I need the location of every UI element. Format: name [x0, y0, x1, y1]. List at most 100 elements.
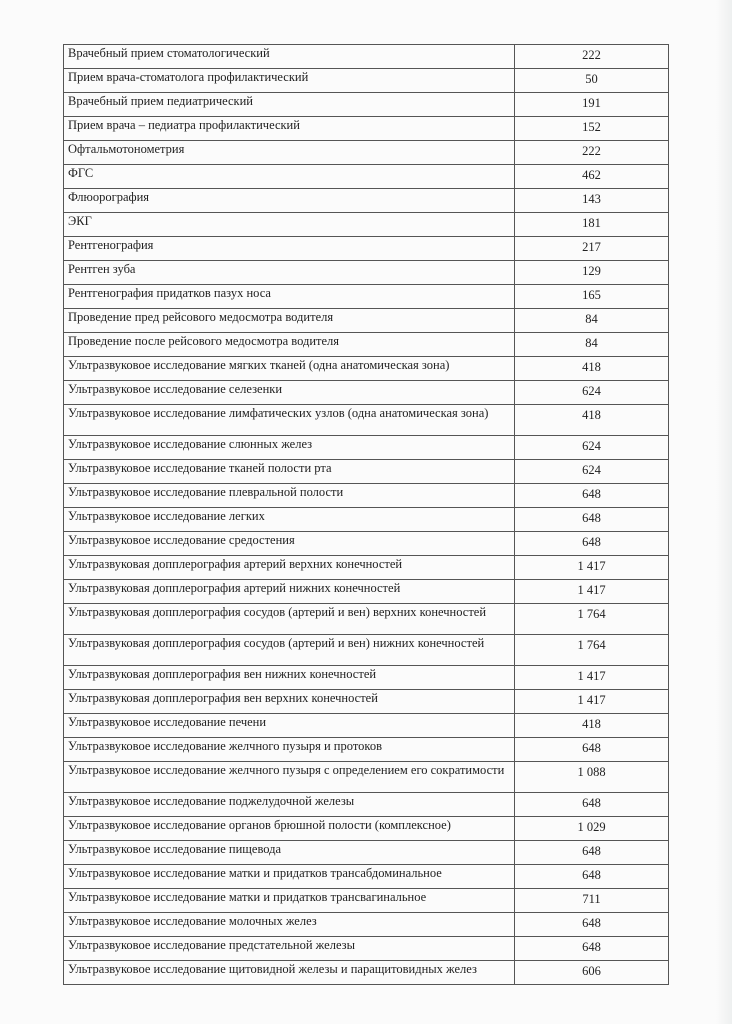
price-cell: 50 [514, 68, 669, 93]
price-cell: 143 [514, 188, 669, 213]
service-name-cell: Ультразвуковая допплерография вен нижних… [63, 665, 515, 690]
table-row: Проведение пред рейсового медосмотра вод… [63, 308, 669, 333]
price-cell: 1 417 [514, 665, 669, 690]
service-name-cell: Ультразвуковое исследование молочных жел… [63, 912, 515, 937]
price-cell: 1 417 [514, 579, 669, 604]
service-name-cell: Ультразвуковая допплерография артерий ни… [63, 579, 515, 604]
scan-edge [716, 0, 732, 1024]
table-row: Ультразвуковое исследование слюнных желе… [63, 435, 669, 460]
price-cell: 129 [514, 260, 669, 285]
table-row: ФГС 462 [63, 164, 669, 189]
price-cell: 648 [514, 531, 669, 556]
table-row: Ультразвуковая допплерография вен нижних… [63, 665, 669, 690]
table-row: Ультразвуковое исследование предстательн… [63, 936, 669, 961]
table-row: Ультразвуковое исследование матки и прид… [63, 864, 669, 889]
price-cell: 84 [514, 332, 669, 357]
table-row: Ультразвуковая допплерография сосудов (а… [63, 603, 669, 635]
price-cell: 84 [514, 308, 669, 333]
service-name-cell: Ультразвуковое исследование пищевода [63, 840, 515, 865]
price-cell: 648 [514, 936, 669, 961]
table-row: Ультразвуковое исследование молочных жел… [63, 912, 669, 937]
price-cell: 165 [514, 284, 669, 309]
table-row: Проведение после рейсового медосмотра во… [63, 332, 669, 357]
price-cell: 1 417 [514, 689, 669, 714]
table-row: Рентген зуба 129 [63, 260, 669, 285]
price-cell: 648 [514, 912, 669, 937]
service-name-cell: ФГС [63, 164, 515, 189]
price-cell: 648 [514, 483, 669, 508]
price-cell: 152 [514, 116, 669, 141]
service-name-cell: Ультразвуковое исследование предстательн… [63, 936, 515, 961]
price-cell: 217 [514, 236, 669, 261]
price-cell: 606 [514, 960, 669, 985]
service-name-cell: Ультразвуковое исследование селезенки [63, 380, 515, 405]
price-cell: 418 [514, 356, 669, 381]
table-row: Ультразвуковое исследование легких 648 [63, 507, 669, 532]
table-row: Ультразвуковое исследование тканей полос… [63, 459, 669, 484]
service-name-cell: Ультразвуковая допплерография вен верхни… [63, 689, 515, 714]
table-row: Флюорография 143 [63, 188, 669, 213]
service-name-cell: Прием врача – педиатра профилактический [63, 116, 515, 141]
table-row: Ультразвуковое исследование органов брюш… [63, 816, 669, 841]
table-row: Ультразвуковое исследование щитовидной ж… [63, 960, 669, 985]
service-name-cell: ЭКГ [63, 212, 515, 237]
price-cell: 462 [514, 164, 669, 189]
service-name-cell: Ультразвуковое исследование матки и прид… [63, 864, 515, 889]
service-name-cell: Офтальмотонометрия [63, 140, 515, 165]
service-name-cell: Ультразвуковая допплерография сосудов (а… [63, 634, 515, 666]
service-name-cell: Рентгенография придатков пазух носа [63, 284, 515, 309]
table-row: Ультразвуковая допплерография вен верхни… [63, 689, 669, 714]
price-cell: 624 [514, 459, 669, 484]
service-name-cell: Ультразвуковое исследование поджелудочно… [63, 792, 515, 817]
service-name-cell: Врачебный прием стоматологический [63, 44, 515, 69]
price-cell: 648 [514, 792, 669, 817]
service-name-cell: Ультразвуковое исследование желчного пуз… [63, 737, 515, 762]
price-cell: 648 [514, 737, 669, 762]
table-row: Ультразвуковое исследование поджелудочно… [63, 792, 669, 817]
price-cell: 1 029 [514, 816, 669, 841]
price-cell: 181 [514, 212, 669, 237]
table-row: Ультразвуковое исследование желчного пуз… [63, 761, 669, 793]
service-name-cell: Врачебный прием педиатрический [63, 92, 515, 117]
price-cell: 648 [514, 864, 669, 889]
price-cell: 222 [514, 44, 669, 69]
service-name-cell: Ультразвуковая допплерография сосудов (а… [63, 603, 515, 635]
table-row: Ультразвуковое исследование матки и прид… [63, 888, 669, 913]
price-cell: 648 [514, 507, 669, 532]
table-row: Ультразвуковая допплерография артерий ни… [63, 579, 669, 604]
table-row: Ультразвуковое исследование селезенки 624 [63, 380, 669, 405]
service-name-cell: Ультразвуковое исследование легких [63, 507, 515, 532]
service-name-cell: Ультразвуковое исследование плевральной … [63, 483, 515, 508]
service-name-cell: Ультразвуковая допплерография артерий ве… [63, 555, 515, 580]
table-row: Ультразвуковое исследование желчного пуз… [63, 737, 669, 762]
table-row: Ультразвуковое исследование мягких ткане… [63, 356, 669, 381]
service-name-cell: Ультразвуковое исследование желчного пуз… [63, 761, 515, 793]
table-row: Ультразвуковая допплерография артерий ве… [63, 555, 669, 580]
price-cell: 1 764 [514, 634, 669, 666]
table-row: Прием врача – педиатра профилактический 1… [63, 116, 669, 141]
table-row: Врачебный прием стоматологический 222 [63, 44, 669, 69]
price-cell: 1 417 [514, 555, 669, 580]
table-row: Врачебный прием педиатрический 191 [63, 92, 669, 117]
service-name-cell: Прием врача-стоматолога профилактический [63, 68, 515, 93]
price-cell: 624 [514, 435, 669, 460]
table-row: Ультразвуковое исследование печени 418 [63, 713, 669, 738]
price-cell: 191 [514, 92, 669, 117]
service-name-cell: Ультразвуковое исследование органов брюш… [63, 816, 515, 841]
price-cell: 418 [514, 713, 669, 738]
table-row: Ультразвуковая допплерография сосудов (а… [63, 634, 669, 666]
table-row: Рентгенография 217 [63, 236, 669, 261]
price-cell: 1 764 [514, 603, 669, 635]
table-row: ЭКГ 181 [63, 212, 669, 237]
price-cell: 222 [514, 140, 669, 165]
service-name-cell: Ультразвуковое исследование печени [63, 713, 515, 738]
service-name-cell: Проведение после рейсового медосмотра во… [63, 332, 515, 357]
price-table: Врачебный прием стоматологический 222 Прие… [63, 44, 669, 985]
service-name-cell: Ультразвуковое исследование слюнных желе… [63, 435, 515, 460]
price-cell: 418 [514, 404, 669, 436]
table-row: Ультразвуковое исследование пищевода 648 [63, 840, 669, 865]
table-row: Прием врача-стоматолога профилактический… [63, 68, 669, 93]
table-row: Ультразвуковое исследование лимфатически… [63, 404, 669, 436]
price-cell: 624 [514, 380, 669, 405]
table-row: Офтальмотонометрия 222 [63, 140, 669, 165]
